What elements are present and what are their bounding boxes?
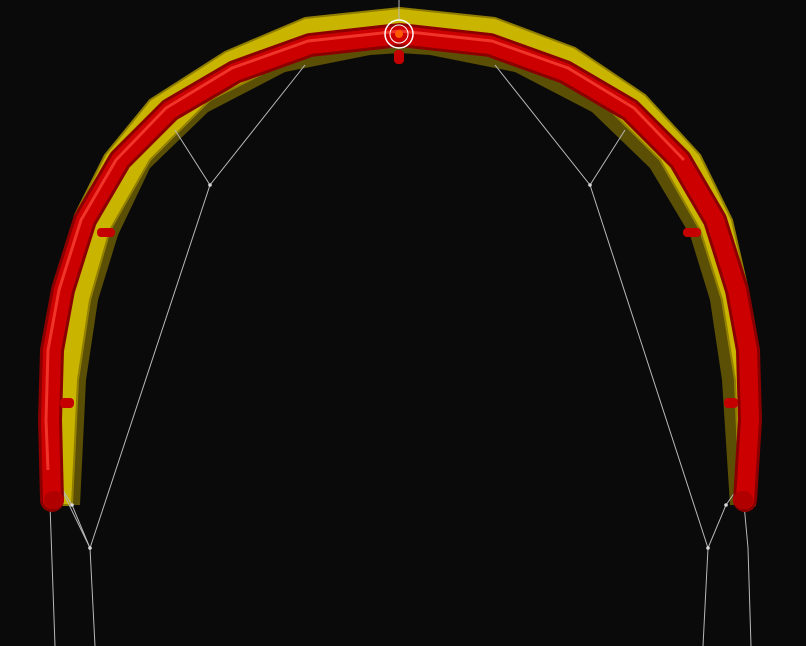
leading-edge-tube-highlight [44,29,686,471]
strut-connectors [60,50,738,408]
tube-end-left [44,491,64,509]
target-gizmo-icon[interactable] [384,19,414,49]
kite-canopy [46,6,756,506]
tube-end-right [733,491,753,509]
bridle-knots [54,183,744,550]
